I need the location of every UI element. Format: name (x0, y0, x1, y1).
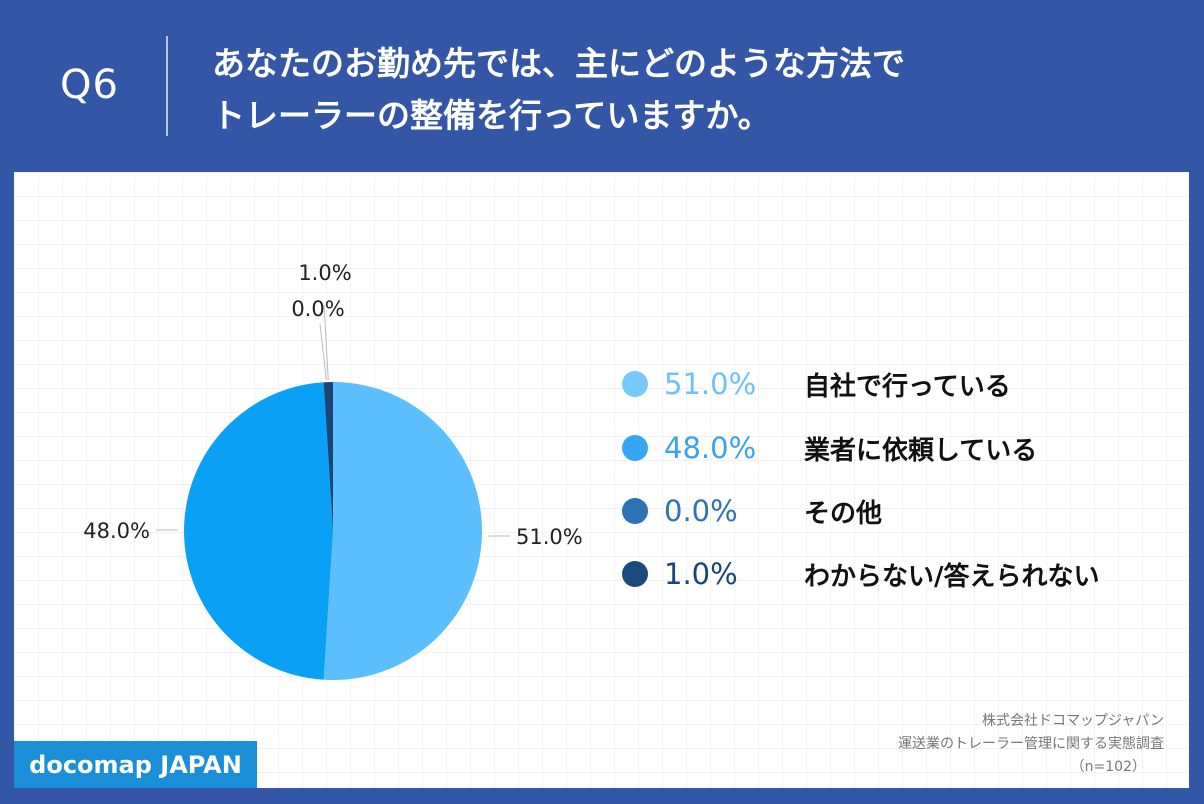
slice-label-jisha: 51.0% (516, 525, 583, 549)
brand-logo: docomap JAPAN (14, 741, 257, 788)
leader-line-sonota (319, 323, 327, 381)
pie-chart: 51.0% 48.0% 0.0% 1.0% (83, 261, 583, 680)
question-title: あなたのお勤め先では、主にどのような方法で トレーラーの整備を行っていますか。 (212, 38, 1172, 142)
legend-label: 自社で行っている (804, 371, 1011, 402)
slice-label-sonota: 0.0% (291, 297, 344, 321)
legend-value: 1.0% (664, 557, 738, 591)
leader-line-wakaranai (323, 304, 329, 381)
legend-value: 0.0% (664, 494, 738, 528)
legend-label: わからない/答えられない (804, 561, 1100, 592)
legend-value: 51.0% (664, 367, 757, 401)
question-title-line-1: あなたのお勤め先では、主にどのような方法で (212, 44, 905, 83)
legend-item-wakaranai: 1.0% わからない/答えられない (622, 554, 1100, 594)
legend-label: 業者に依頼している (804, 435, 1038, 466)
footnote: 株式会社ドコマップジャパン 運送業のトレーラー管理に関する実態調査 （n=102… (898, 710, 1164, 779)
legend-value: 48.0% (664, 431, 757, 465)
legend-item-jisha: 51.0% 自社で行っている (622, 364, 1011, 404)
slice-label-wakaranai: 1.0% (298, 261, 351, 285)
chart-card: 51.0% 48.0% 0.0% 1.0% 51.0% 自社で行っている 48.… (14, 172, 1189, 788)
footnote-sample: （n=102） (1070, 759, 1146, 775)
leader-lines (156, 304, 510, 537)
pie-slice-jisha (323, 382, 482, 680)
pie-slices (183, 382, 482, 680)
legend-item-sonota: 0.0% その他 (622, 491, 882, 531)
legend-label: その他 (804, 498, 883, 529)
footnote-company: 株式会社ドコマップジャパン (982, 713, 1164, 729)
footnote-survey: 運送業のトレーラー管理に関する実態調査 (898, 736, 1164, 752)
header: Q6 あなたのお勤め先では、主にどのような方法で トレーラーの整備を行っています… (0, 0, 1204, 172)
legend-item-gyousha: 48.0% 業者に依頼している (622, 428, 1037, 468)
slice-label-gyousha: 48.0% (83, 519, 150, 543)
legend-marker (622, 561, 648, 587)
legend-marker (622, 498, 648, 524)
pie-slice-gyousha (183, 382, 333, 680)
header-divider (166, 36, 168, 136)
pie-slice-wakaranai (323, 382, 333, 531)
legend-marker (622, 435, 648, 461)
question-title-line-2: トレーラーの整備を行っていますか。 (212, 96, 771, 135)
legend-marker (622, 371, 648, 397)
question-number: Q6 (60, 62, 119, 108)
